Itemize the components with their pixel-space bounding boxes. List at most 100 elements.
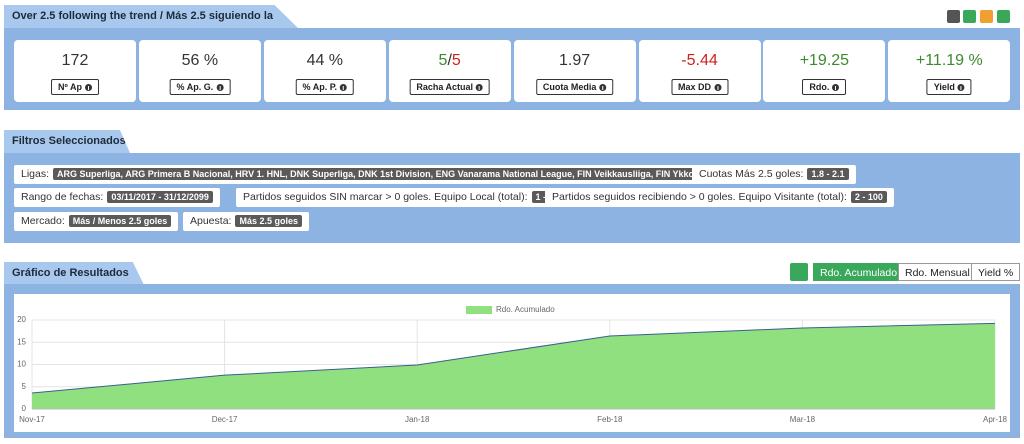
line [31,322,996,394]
stat-value: 5/5 [389,52,511,70]
filter-label: Partidos seguidos recibiendo > 0 goles. … [552,191,847,203]
toggle-button[interactable]: Yield % [971,263,1021,281]
stat-label-text: Max DD [677,82,712,92]
filter-label: Apuesta: [190,215,232,227]
stat-label-text: % Ap. G. [176,82,214,92]
section-tab: Gráfico de Resultados [4,262,144,285]
copy-button[interactable] [947,10,960,23]
download-button[interactable] [790,263,808,281]
stat-value-part: +11.19 % [915,52,983,69]
filter-label: Rango de fechas: [21,191,104,203]
stat-card: 5/5 Racha Actual [388,40,511,102]
info-icon [832,84,840,91]
stat-label: Cuota Media [535,79,614,95]
info-icon [476,84,484,91]
legend-swatch [466,306,492,314]
stat-value: 44 % [264,52,386,70]
stat-value-part: / [447,52,452,69]
filter-value: ARG Superliga, ARG Primera B Nacional, H… [53,168,725,180]
section-tab: Filtros Seleccionados [4,130,130,153]
stat-value-part: 56 % [181,52,219,69]
email-button[interactable] [997,10,1010,23]
stat-card: 44 % % Ap. P. [263,40,386,102]
stat-label: Yield [926,79,972,95]
stats-panel: 172 Nº Ap 56 % % Ap. G. 44 % % Ap. P. 5/5 Racha… [4,28,1020,110]
filter-label: Ligas: [21,168,50,180]
filter-value: Más 2.5 goles [235,215,302,227]
stat-label: Max DD [670,79,729,95]
toggle-button[interactable]: Rdo. Mensual [898,263,977,281]
filter-chip: Cuotas Más 2.5 goles: 1.8 - 2.1 [692,165,856,184]
stat-value-part: +19.25 [799,52,850,69]
stat-label: Racha Actual [409,79,491,95]
info-icon [599,84,607,91]
stat-label-text: Nº Ap [58,82,82,92]
filter-chip: Ligas: ARG Superliga, ARG Primera B Nacio… [14,165,732,184]
share-button[interactable] [980,10,993,23]
stat-label: % Ap. P. [295,79,355,95]
filter-value: 03/11/2017 - 31/12/2099 [107,191,213,203]
filter-chip: Mercado: Más / Menos 2.5 goles [14,212,179,231]
y-tick-label: 20 [17,315,26,324]
stat-label: % Ap. G. [169,79,231,95]
filter-label: Partidos seguidos SIN marcar > 0 goles. … [243,191,528,203]
x-tick-label: Nov-17 [19,415,45,424]
x-tick-label: Apr-18 [983,415,1008,424]
area [32,323,995,409]
y-tick-label: 15 [17,337,26,346]
info-icon [340,84,348,91]
stat-card: 172 Nº Ap [14,40,136,102]
stat-value-part: 5 [438,52,448,69]
stat-value: 172 [14,52,136,70]
filter-value: 1.8 - 2.1 [807,168,849,180]
stat-value-part: 44 % [306,52,344,69]
x-tick-label: Feb-18 [597,415,623,424]
filter-value: 2 - 100 [850,191,887,203]
info-icon [957,84,965,91]
x-tick-label: Jan-18 [405,415,430,424]
info-icon [714,84,722,91]
stat-label-text: Cuota Media [542,82,597,92]
stat-value-part: 1.97 [559,52,591,69]
y-tick-label: 5 [22,382,27,391]
filter-chip: Apuesta: Más 2.5 goles [183,212,309,231]
stat-label-text: Racha Actual [416,82,474,92]
stat-value: +19.25 [763,52,885,70]
x-tick-label: Dec-17 [212,415,238,424]
stat-label: Nº Ap [51,79,99,95]
x-tick-label: Mar-18 [790,415,816,424]
stat-card: +19.25 Rdo. [763,40,886,102]
filter-label: Mercado: [21,215,65,227]
chart: 0 5 10 15 20 Nov-17 Dec-17 Jan-18 Feb-18 Mar-18 Ap… [14,294,1010,432]
stat-card: -5.44 Max DD [638,40,761,102]
y-tick-label: 0 [22,404,27,413]
section-tab: Over 2.5 following the trend / Más 2.5 s… [4,5,298,28]
filter-chip: Rango de fechas: 03/11/2017 - 31/12/2099 [14,188,220,207]
filter-chip: Partidos seguidos recibiendo > 0 goles. … [545,188,894,207]
stat-label-text: Rdo. [809,82,830,92]
y-tick-label: 10 [17,360,26,369]
stat-value: -5.44 [639,52,761,70]
stat-value-part: 172 [61,52,89,69]
stat-card: +11.19 % Yield [888,40,1011,102]
stat-card: 56 % % Ap. G. [138,40,261,102]
filters-panel: Ligas: ARG Superliga, ARG Primera B Nacio… [4,153,1020,243]
legend-label: Rdo. Acumulado [496,305,555,314]
stat-card: 1.97 Cuota Media [513,40,636,102]
stat-value-part: -5.44 [681,52,718,69]
stat-value: +11.19 % [888,52,1010,70]
download-button[interactable] [963,10,976,23]
stat-label-text: Yield [933,82,955,92]
filter-label: Cuotas Más 2.5 goles: [699,168,804,180]
stat-value: 56 % [139,52,261,70]
stat-value-part: 5 [451,52,461,69]
stat-label-text: % Ap. P. [302,82,338,92]
stat-label: Rdo. [802,79,847,95]
info-icon [216,84,224,91]
stat-value: 1.97 [514,52,636,70]
info-icon [84,84,92,91]
toggle-button[interactable]: Rdo. Acumulado [813,263,905,281]
filter-value: Más / Menos 2.5 goles [68,215,172,227]
filter-chip: Partidos seguidos SIN marcar > 0 goles. … [236,188,565,207]
